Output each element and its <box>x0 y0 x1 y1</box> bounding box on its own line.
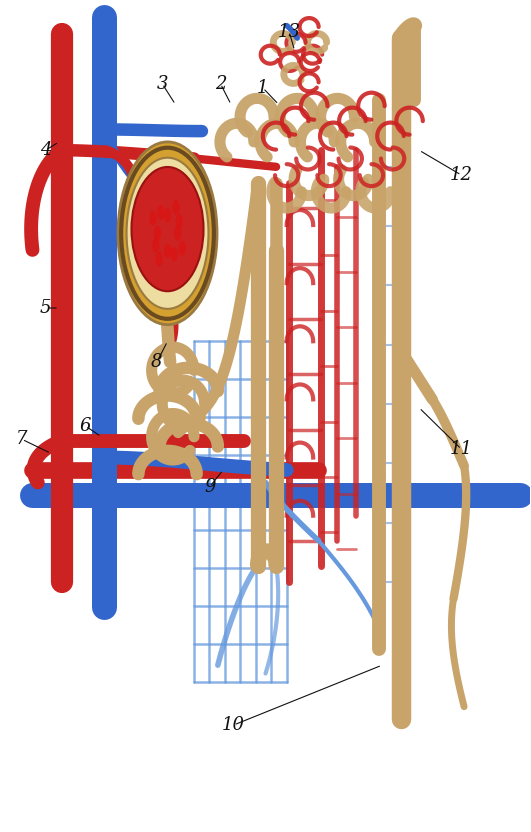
Ellipse shape <box>126 158 209 309</box>
Text: 2: 2 <box>215 75 226 92</box>
Ellipse shape <box>173 200 179 215</box>
Ellipse shape <box>149 210 157 225</box>
Ellipse shape <box>156 252 162 267</box>
Ellipse shape <box>157 205 164 220</box>
Text: 8: 8 <box>151 353 162 371</box>
Text: 6: 6 <box>80 417 91 435</box>
Text: 13: 13 <box>278 23 301 42</box>
Ellipse shape <box>164 244 171 259</box>
Ellipse shape <box>132 167 203 291</box>
Text: 12: 12 <box>450 166 473 184</box>
Ellipse shape <box>170 246 178 261</box>
Text: 1: 1 <box>257 79 269 97</box>
Text: 7: 7 <box>16 430 28 448</box>
Ellipse shape <box>178 240 186 255</box>
Text: 11: 11 <box>450 440 473 458</box>
Text: 9: 9 <box>204 478 216 496</box>
Text: 5: 5 <box>40 299 52 317</box>
Ellipse shape <box>118 142 217 324</box>
Ellipse shape <box>154 225 161 240</box>
Ellipse shape <box>152 238 159 253</box>
Ellipse shape <box>174 225 181 240</box>
Text: 4: 4 <box>40 141 52 159</box>
Text: 10: 10 <box>222 716 245 734</box>
Ellipse shape <box>176 214 183 229</box>
Text: 3: 3 <box>157 75 168 92</box>
Ellipse shape <box>164 208 171 223</box>
